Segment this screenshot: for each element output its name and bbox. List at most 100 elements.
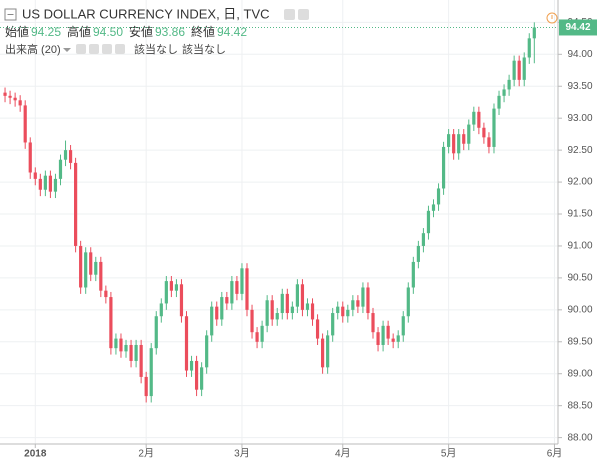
ohlc-label: 安値 [129,24,153,39]
candle-body [321,338,325,368]
candle-body [169,281,173,291]
y-tick-label: 91.50 [567,209,592,220]
header: US DOLLAR CURRENCY INDEX, 日, TVC 始値 94.25… [4,6,558,56]
y-tick-label: 93.00 [567,113,592,124]
candle-body [38,178,42,190]
y-tick-label: 88.50 [567,400,592,411]
candle-body [68,150,73,163]
candle-body [482,127,486,138]
y-tick-label: 88.00 [567,432,592,443]
y-tick-label: 89.00 [567,368,592,379]
candle-body [497,95,501,109]
last-price-label: 94.42 [565,22,590,33]
candle-body [462,134,466,144]
candle-body [472,111,476,125]
candle-body [436,188,441,205]
grid [0,0,558,444]
axes: 88.00 88.50 89.00 89.50 90.00 90.50 91.00 91.50… [24,17,593,460]
candle-body [58,159,63,179]
candle-body [280,293,284,314]
candle-body [366,287,370,314]
candle-body [270,300,274,320]
candle-body [139,344,143,377]
ohlc-value: 93.86 [155,25,185,39]
candle-body [109,297,113,349]
candle-body [84,252,88,288]
candle-body [285,293,289,314]
last-price-tag [559,19,597,36]
candle-body [326,335,330,368]
volume-value: 該当なし [134,42,178,56]
y-tick-label: 90.00 [567,304,592,315]
candle-body [179,284,184,317]
candle-body [154,316,158,349]
alert-icon[interactable] [546,12,558,24]
candle-body [134,344,138,361]
candle-body [174,284,179,291]
ohlc-value: 94.50 [93,25,123,39]
candle-body [487,137,491,147]
candle-body [230,281,234,304]
candle-body [431,204,436,211]
candle-body [235,281,239,294]
candle-body [391,338,395,342]
candle-body [396,335,400,342]
x-tick-label: 5月 [441,448,457,460]
settings-icon[interactable] [102,44,112,54]
y-tick-label: 89.50 [567,336,592,347]
candle-body [315,319,320,339]
candle-body [255,332,259,342]
candle-body [8,95,12,98]
candle-body [74,162,78,246]
candle-body [361,287,365,307]
candle-body [104,290,108,298]
candle-body [527,38,531,58]
candle-body [210,306,214,336]
candle-body [371,313,375,333]
candle-body [295,284,299,307]
y-tick-label: 92.00 [567,177,592,188]
y-tick-label: 92.50 [567,145,592,156]
settings-icon[interactable] [115,44,125,54]
dropdown-icon[interactable] [63,48,71,52]
candle-body [406,287,410,317]
settings-icon[interactable] [298,9,309,20]
settings-icon[interactable] [284,9,295,20]
candle-body [447,134,451,147]
candle-body [164,281,168,304]
volume-value: 該当なし [182,42,226,56]
candle-body [33,172,37,179]
candle-body [305,303,310,310]
candle-body [43,175,47,190]
candle-body [492,108,496,147]
candle-body [310,303,315,320]
candle-body [194,360,199,390]
candle-body [99,261,103,291]
candle-body [290,306,294,314]
candle-body [114,338,118,349]
x-tick-label: 3月 [234,448,250,460]
settings-icon[interactable] [89,44,99,54]
candle-body [159,303,163,317]
candle-body [189,360,194,371]
candle-body [265,300,269,326]
candle-body [240,268,244,294]
x-tick-label: 4月 [335,448,351,460]
ohlc-label: 始値 [5,24,29,39]
candle-body [381,325,385,345]
candle-body [502,89,506,96]
candle-body [205,335,209,368]
candle-body [331,313,335,336]
candle-body [341,306,345,317]
candle-body [336,306,340,314]
settings-icon[interactable] [76,44,86,54]
candle-body [48,175,53,192]
candle-body [200,367,204,390]
candle-body [517,60,521,80]
candle-body [250,309,254,333]
candle-body [220,297,224,320]
candle-body [507,79,511,90]
y-tick-label: 93.50 [567,81,592,92]
candle-body [421,233,426,246]
